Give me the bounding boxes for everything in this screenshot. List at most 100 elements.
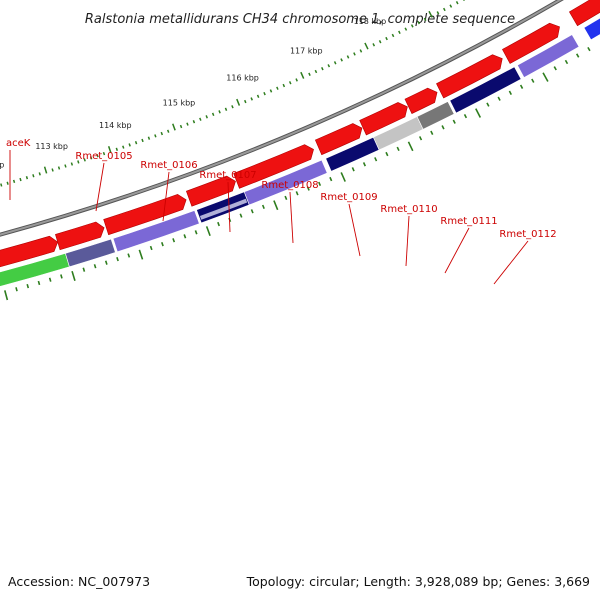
scale-tick	[224, 107, 228, 111]
scale-label: 117 kbp	[290, 46, 323, 55]
scale-tick	[256, 94, 260, 98]
scale-tick	[102, 151, 106, 156]
scale-tick	[308, 72, 311, 77]
feature-highlight-strip	[199, 198, 248, 220]
scale-tick	[12, 179, 16, 184]
gc-tick	[295, 191, 299, 196]
gc-tick	[116, 256, 119, 262]
scale-tick	[122, 145, 125, 149]
cds-arrow	[436, 54, 503, 99]
gene-leader-line	[493, 240, 529, 285]
cds-arrow	[568, 0, 600, 27]
gene-leader-line	[405, 215, 410, 267]
gc-tick	[519, 84, 524, 89]
feature-track	[0, 17, 600, 287]
scale-tick	[250, 97, 253, 101]
scale-tick	[147, 136, 151, 140]
gc-tick	[306, 186, 310, 191]
gene-leader-line	[162, 171, 170, 222]
gc-tick	[385, 151, 389, 157]
gc-tick	[161, 242, 164, 247]
scale-tick	[404, 27, 408, 31]
cds-arrow	[359, 102, 408, 136]
gc-tick	[396, 146, 400, 152]
gc-tick	[329, 176, 333, 182]
scale-tick	[25, 176, 29, 180]
scale-tick	[192, 120, 196, 124]
gc-tick	[250, 209, 254, 214]
gc-tick	[138, 249, 144, 260]
gene-label: aceK	[6, 138, 31, 149]
scale-tick	[372, 43, 376, 47]
scale-tick	[276, 86, 279, 90]
gc-tick	[93, 264, 97, 269]
accession-text: Accession: NC_007973	[8, 574, 150, 589]
scale-tick	[398, 30, 401, 34]
scale-tick	[263, 91, 266, 96]
scale-tick	[364, 42, 369, 50]
gc-tick	[441, 125, 445, 130]
map-title: Ralstonia metallidurans CH34 chromosome …	[85, 12, 515, 27]
gc-tick	[575, 53, 580, 58]
scale-tick	[64, 164, 67, 168]
scale-tick	[314, 69, 318, 74]
scale-tick	[134, 141, 138, 145]
cds-arrow	[502, 22, 560, 64]
gc-tick	[497, 96, 501, 101]
gc-tick	[564, 59, 569, 65]
slate-feature-band	[65, 238, 116, 268]
gc-tick	[407, 141, 414, 152]
gc-tick	[104, 260, 108, 265]
gene-label: Rmet_0111	[440, 216, 497, 227]
scale-tick	[428, 10, 433, 18]
cds-arrow	[314, 123, 363, 156]
gene-label: Rmet_0112	[499, 229, 556, 240]
gc-skew-track	[4, 46, 591, 301]
scale-tick	[231, 105, 234, 109]
gene-leader-line	[95, 162, 105, 212]
gc-tick	[82, 267, 86, 272]
gc-tick	[362, 162, 366, 167]
scale-tick	[43, 166, 48, 174]
gc-tick	[351, 167, 355, 172]
gc-tick	[149, 245, 153, 251]
lavender-feature-band	[112, 210, 200, 253]
gc-tick	[374, 157, 378, 162]
scale-label: 116 kbp	[226, 74, 259, 83]
gene-label: Rmet_0108	[261, 180, 318, 191]
gc-tick	[239, 213, 243, 218]
gc-tick	[71, 270, 76, 281]
blue-feature-band	[583, 17, 600, 41]
scale-tick	[385, 36, 388, 41]
cds-arrow	[233, 144, 314, 189]
scale-tick	[449, 4, 453, 8]
gc-tick	[284, 195, 288, 201]
gc-tick	[183, 234, 187, 239]
scale-tick	[51, 168, 54, 172]
scale-label: 114 kbp	[99, 121, 132, 130]
scale-tick	[199, 117, 202, 121]
scale-tick	[410, 24, 414, 28]
scale-tick	[288, 81, 292, 85]
scale-tick	[32, 174, 35, 178]
scale-tick	[282, 83, 286, 88]
gc-tick	[273, 200, 279, 211]
scale-tick	[359, 49, 363, 53]
scale-tick	[269, 89, 273, 93]
gc-tick	[508, 90, 512, 95]
gc-tick	[26, 283, 30, 289]
scale-tick	[179, 124, 183, 129]
gc-tick	[15, 287, 18, 292]
gene-label: Rmet_0110	[380, 204, 437, 215]
scale-tick	[236, 98, 241, 106]
scale-label: 115 kbp	[163, 98, 196, 107]
scale-tick	[38, 172, 41, 176]
gene-leader-line	[348, 203, 361, 257]
scale-tick	[0, 183, 3, 187]
scale-tick	[333, 61, 337, 65]
scale-tick	[6, 181, 9, 185]
scale-tick	[244, 99, 247, 104]
gene-label: Rmet_0109	[320, 192, 377, 203]
